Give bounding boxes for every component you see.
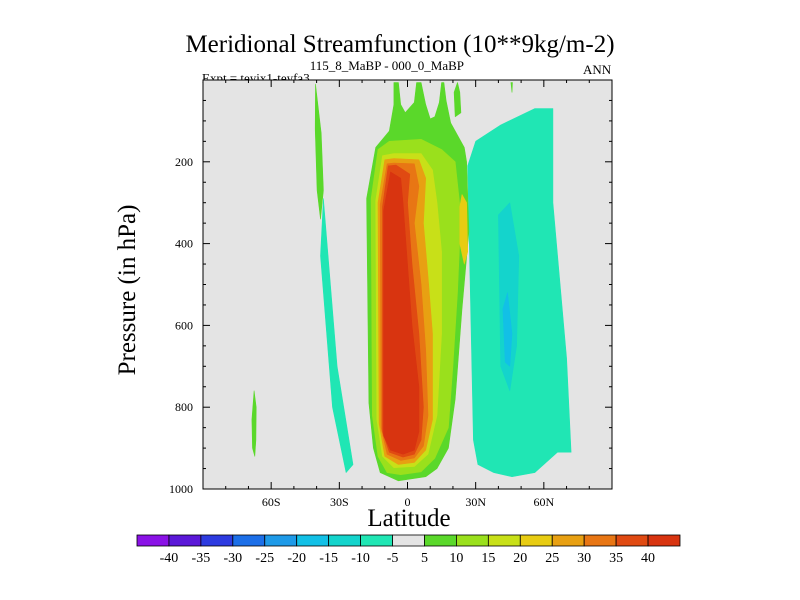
contour-region-cyan-band-left xyxy=(320,198,354,473)
colorbar-label: -20 xyxy=(287,551,306,566)
contour-region-green-cell-upper-left xyxy=(314,83,324,220)
colorbar-swatch xyxy=(232,534,266,547)
contour-region-green-patch-top xyxy=(453,82,462,118)
y-tick-label: 800 xyxy=(175,400,193,414)
colorbar-label: 30 xyxy=(577,551,591,566)
contour-region-green-sliver-top-right xyxy=(510,82,513,93)
x-axis-title: Latitude xyxy=(367,505,451,532)
colorbar-swatch xyxy=(487,534,521,547)
contour-region-red-core xyxy=(383,171,420,455)
colorbar-swatch xyxy=(136,534,170,547)
x-tick-label: 60S xyxy=(262,495,281,509)
contour-region-blue-core-right xyxy=(498,202,520,392)
contour-region-yellow-cell-right xyxy=(459,194,469,265)
colorbar-swatch xyxy=(583,534,617,547)
colorbar-swatch xyxy=(424,534,457,547)
colorbar-swatch xyxy=(615,534,649,547)
colorbar-swatch xyxy=(551,534,585,547)
colorbar-swatch xyxy=(168,534,202,547)
colorbar-label: -30 xyxy=(223,551,242,566)
colorbar-label: 5 xyxy=(421,551,428,566)
colorbar-label: -15 xyxy=(319,551,338,566)
colorbar-label: -10 xyxy=(351,551,370,566)
contour-region-cyan-wide-right xyxy=(467,108,572,478)
x-tick-label: 30N xyxy=(465,495,486,509)
colorbar-swatch xyxy=(519,534,553,547)
colorbar-label: -25 xyxy=(255,551,274,566)
x-tick-label: 0 xyxy=(405,495,411,509)
colorbar-swatch xyxy=(328,534,361,547)
contour-regions xyxy=(251,82,572,482)
colorbar-label: 15 xyxy=(481,551,495,566)
x-tick-label: 30S xyxy=(330,495,349,509)
colorbar-label: -40 xyxy=(160,551,179,566)
colorbar-label: -5 xyxy=(387,551,399,566)
colorbar-label: 25 xyxy=(545,551,559,566)
colorbar-label: -35 xyxy=(192,551,211,566)
colorbar-swatch xyxy=(360,534,393,547)
colorbar-swatch xyxy=(456,534,489,547)
colorbar-swatch xyxy=(200,534,234,547)
colorbar-swatch xyxy=(264,534,298,547)
colorbar-label: 40 xyxy=(641,551,655,566)
y-tick-label: 600 xyxy=(175,318,193,332)
y-tick-label: 400 xyxy=(175,237,193,251)
colorbar-swatch xyxy=(296,534,330,547)
chart-title: Meridional Streamfunction (10**9kg/m-2) xyxy=(185,31,615,58)
colorbar-label: 10 xyxy=(449,551,463,566)
y-tick-label: 200 xyxy=(175,155,193,169)
colorbar-swatch xyxy=(647,534,681,547)
x-tick-label: 60N xyxy=(533,495,554,509)
colorbar-swatch xyxy=(392,534,425,547)
colorbar: -40 -35 -30 -25 -20 -15 -10 -5 5 10 15 20 25 30 35 40 xyxy=(136,534,681,566)
contour-region-blue-inner-right xyxy=(502,292,513,367)
experiment-period-label: 115_8_MaBP - 000_0_MaBP xyxy=(309,58,465,73)
axis-ticks: 200 400 600 800 1000 60S 30S 0 30N 60N xyxy=(169,80,612,509)
contour-region-green-stem-left xyxy=(251,390,257,457)
colorbar-label: 20 xyxy=(513,551,527,566)
colorbar-label: 35 xyxy=(609,551,623,566)
y-tick-label: 1000 xyxy=(169,482,193,496)
season-label: ANN xyxy=(583,62,612,77)
